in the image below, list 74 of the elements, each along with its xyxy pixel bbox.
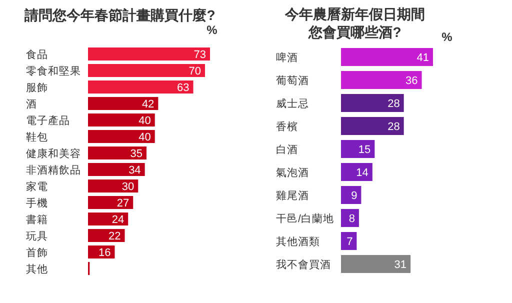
- data-label: 9: [351, 190, 358, 202]
- y-tick-label: 氣泡酒: [276, 166, 309, 179]
- bar: [88, 146, 146, 160]
- y-tick-label: 電子產品: [26, 114, 70, 127]
- data-label: 8: [348, 213, 355, 225]
- y-tick-label: 服飾: [26, 82, 48, 94]
- data-label: 28: [388, 121, 400, 133]
- bar: [341, 163, 372, 181]
- bar: [88, 163, 145, 176]
- data-label: 36: [406, 75, 418, 87]
- y-tick-label: 書籍: [26, 213, 48, 226]
- y-tick-label: 酒: [26, 98, 37, 110]
- y-tick-label: 我不會買酒: [276, 258, 331, 271]
- y-tick-label: 干邑/白蘭地: [276, 212, 334, 225]
- y-tick-label: 零食和堅果: [26, 64, 81, 78]
- bar: [341, 140, 375, 158]
- x-axis-title: %: [442, 30, 453, 44]
- data-label: 15: [358, 144, 371, 156]
- data-label: 24: [112, 214, 124, 226]
- chart-title: 今年農曆新年假日期間: [284, 6, 425, 22]
- x-axis-title: %: [206, 23, 218, 37]
- y-tick-label: 玩具: [26, 230, 48, 242]
- y-tick-label: 啤酒: [276, 51, 298, 64]
- y-tick-label: 威士忌: [276, 97, 309, 110]
- y-tick-label: 鞋包: [26, 130, 48, 144]
- data-label: 31: [394, 259, 407, 271]
- bar: [88, 180, 138, 192]
- chart-title: 請問您今年春節計畫購買什麼?: [24, 7, 216, 23]
- data-label: 40: [138, 115, 151, 127]
- y-tick-label: 手機: [26, 196, 48, 210]
- bar: [341, 186, 362, 204]
- y-tick-label: 其他酒類: [276, 235, 320, 248]
- bar: [88, 212, 128, 226]
- bar: [341, 209, 359, 227]
- data-label: 16: [98, 247, 111, 259]
- bar: [88, 97, 158, 110]
- bar: [341, 48, 433, 66]
- y-tick-label: 香檳: [276, 120, 298, 133]
- bar: [341, 94, 404, 112]
- y-tick-label: 非酒精飲品: [26, 164, 81, 176]
- bar: [88, 196, 134, 209]
- bar: [88, 114, 155, 126]
- bar: [88, 80, 194, 94]
- bar: [341, 117, 404, 135]
- data-label: 7: [346, 236, 353, 248]
- data-label: 70: [188, 66, 201, 78]
- data-label: 30: [122, 181, 134, 193]
- y-tick-label: 首飾: [26, 247, 48, 259]
- bar: [88, 64, 205, 77]
- data-label: 73: [194, 49, 206, 61]
- data-label: 42: [142, 98, 154, 110]
- data-label: 63: [177, 82, 190, 94]
- data-label: 34: [128, 164, 141, 176]
- data-label: 35: [130, 148, 142, 160]
- chart-subtitle: 您會買哪些酒?: [308, 24, 402, 40]
- bar: [88, 229, 125, 242]
- data-label: 28: [388, 98, 400, 110]
- data-label: 27: [116, 198, 130, 210]
- bar: [341, 232, 357, 250]
- bar: [88, 130, 155, 143]
- bar: [341, 255, 411, 273]
- data-label: 41: [416, 52, 429, 64]
- bar: [341, 71, 422, 89]
- data-label: 40: [138, 132, 151, 144]
- y-tick-label: 其他: [26, 262, 48, 276]
- y-tick-label: 健康和美容: [26, 147, 81, 160]
- y-tick-label: 葡萄酒: [276, 74, 309, 87]
- bar: [88, 48, 210, 60]
- y-tick-label: 家電: [26, 180, 48, 193]
- y-tick-label: 雞尾酒: [276, 189, 309, 202]
- data-label: 14: [356, 167, 368, 179]
- data-label: 22: [108, 230, 121, 242]
- y-tick-label: 食品: [26, 49, 48, 61]
- y-tick-label: 白酒: [276, 143, 298, 156]
